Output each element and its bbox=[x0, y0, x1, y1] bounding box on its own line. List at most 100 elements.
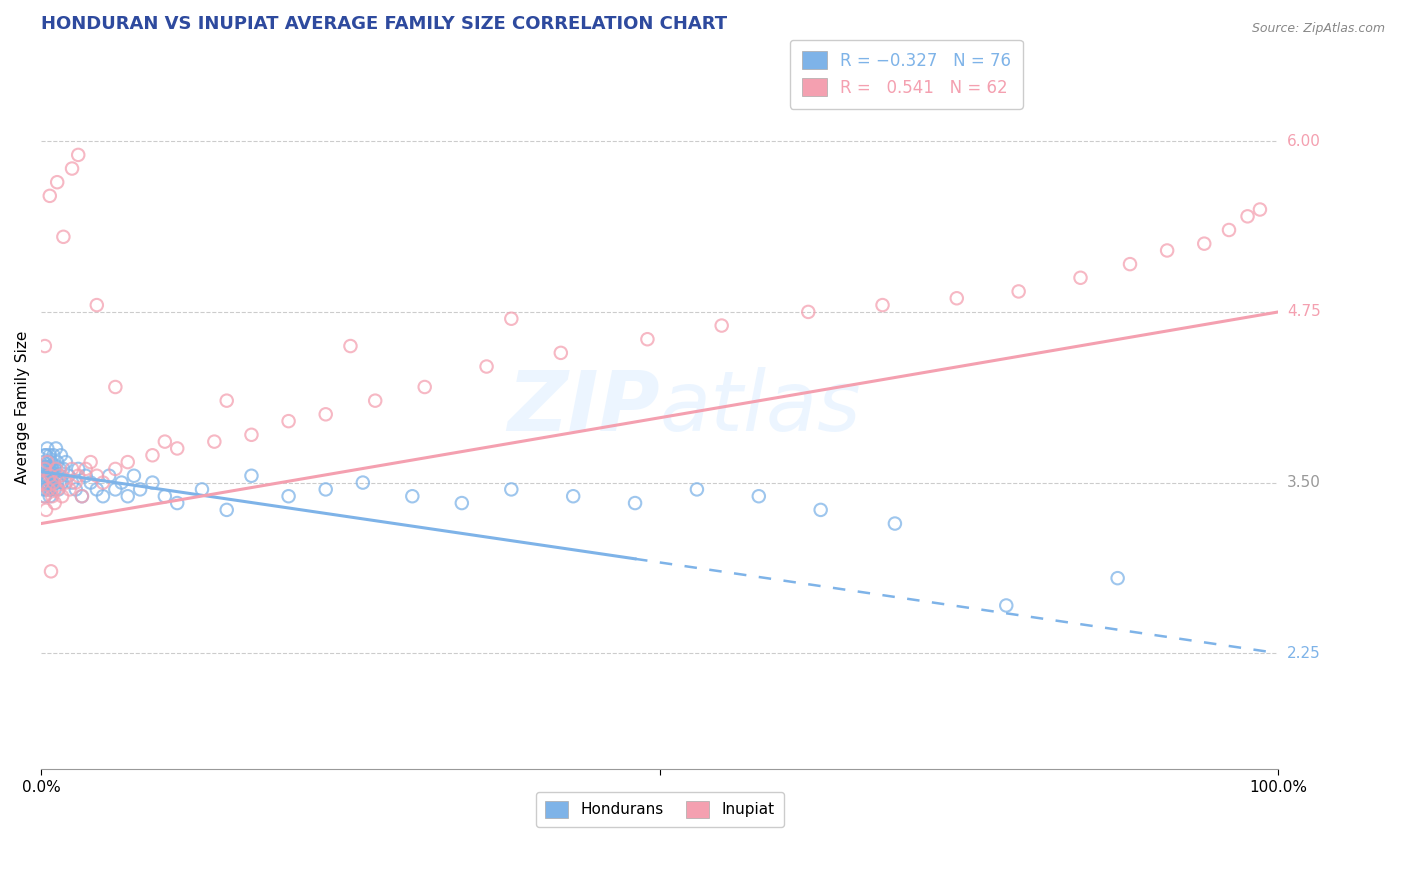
Point bbox=[710, 318, 733, 333]
Point bbox=[52, 462, 75, 476]
Point bbox=[34, 339, 56, 353]
Point bbox=[117, 455, 139, 469]
Point bbox=[45, 462, 67, 476]
Point bbox=[45, 442, 67, 456]
Point bbox=[31, 475, 53, 490]
Point bbox=[37, 462, 59, 476]
Point bbox=[75, 462, 97, 476]
Point bbox=[58, 468, 80, 483]
Point bbox=[44, 483, 66, 497]
Point bbox=[48, 483, 70, 497]
Point bbox=[35, 483, 58, 497]
Point bbox=[32, 468, 55, 483]
Point bbox=[37, 455, 59, 469]
Point bbox=[39, 455, 62, 469]
Point bbox=[413, 380, 436, 394]
Point bbox=[501, 483, 523, 497]
Point bbox=[32, 455, 55, 469]
Point bbox=[70, 489, 93, 503]
Text: Source: ZipAtlas.com: Source: ZipAtlas.com bbox=[1251, 22, 1385, 36]
Point bbox=[141, 448, 163, 462]
Point bbox=[401, 489, 423, 503]
Point bbox=[86, 483, 108, 497]
Point bbox=[67, 468, 90, 483]
Point bbox=[129, 483, 152, 497]
Point bbox=[42, 475, 65, 490]
Point bbox=[562, 489, 585, 503]
Point bbox=[46, 475, 69, 490]
Point bbox=[46, 455, 69, 469]
Point bbox=[39, 475, 62, 490]
Point bbox=[315, 483, 337, 497]
Point bbox=[58, 483, 80, 497]
Point bbox=[945, 291, 967, 305]
Point bbox=[153, 489, 176, 503]
Point bbox=[352, 475, 374, 490]
Point bbox=[686, 483, 709, 497]
Point bbox=[38, 448, 60, 462]
Point bbox=[79, 475, 101, 490]
Point bbox=[624, 496, 647, 510]
Y-axis label: Average Family Size: Average Family Size bbox=[15, 331, 30, 484]
Point bbox=[34, 462, 56, 476]
Point bbox=[153, 434, 176, 449]
Text: atlas: atlas bbox=[659, 367, 862, 448]
Text: 2.25: 2.25 bbox=[1286, 646, 1320, 661]
Point bbox=[110, 475, 132, 490]
Point bbox=[38, 483, 60, 497]
Legend: Hondurans, Inupiat: Hondurans, Inupiat bbox=[536, 792, 783, 827]
Text: HONDURAN VS INUPIAT AVERAGE FAMILY SIZE CORRELATION CHART: HONDURAN VS INUPIAT AVERAGE FAMILY SIZE … bbox=[41, 15, 727, 33]
Point bbox=[883, 516, 905, 531]
Point bbox=[104, 483, 127, 497]
Point bbox=[86, 468, 108, 483]
Point bbox=[34, 489, 56, 503]
Point bbox=[35, 448, 58, 462]
Point bbox=[339, 339, 361, 353]
Point bbox=[42, 475, 65, 490]
Point bbox=[60, 475, 83, 490]
Point bbox=[75, 468, 97, 483]
Point bbox=[41, 489, 63, 503]
Point bbox=[315, 407, 337, 421]
Point bbox=[38, 462, 60, 476]
Point bbox=[51, 475, 73, 490]
Point bbox=[65, 475, 87, 490]
Point bbox=[810, 503, 832, 517]
Point bbox=[34, 448, 56, 462]
Point bbox=[79, 455, 101, 469]
Point bbox=[1236, 210, 1258, 224]
Point bbox=[1194, 236, 1216, 251]
Point bbox=[44, 496, 66, 510]
Point bbox=[48, 468, 70, 483]
Point bbox=[44, 462, 66, 476]
Point bbox=[240, 427, 263, 442]
Point bbox=[55, 455, 77, 469]
Point bbox=[60, 462, 83, 476]
Point bbox=[38, 483, 60, 497]
Point bbox=[67, 462, 90, 476]
Point bbox=[38, 468, 60, 483]
Point bbox=[104, 462, 127, 476]
Point bbox=[38, 468, 60, 483]
Point bbox=[122, 468, 145, 483]
Point bbox=[38, 455, 60, 469]
Point bbox=[35, 468, 58, 483]
Point bbox=[39, 565, 62, 579]
Point bbox=[91, 475, 114, 490]
Point bbox=[48, 468, 70, 483]
Point bbox=[1218, 223, 1240, 237]
Point bbox=[1107, 571, 1129, 585]
Point bbox=[141, 475, 163, 490]
Point bbox=[37, 475, 59, 490]
Point bbox=[1069, 270, 1091, 285]
Point bbox=[364, 393, 387, 408]
Point bbox=[34, 462, 56, 476]
Point bbox=[35, 503, 58, 517]
Point bbox=[98, 468, 121, 483]
Point bbox=[67, 148, 90, 162]
Point bbox=[31, 462, 53, 476]
Point bbox=[1007, 285, 1029, 299]
Point bbox=[1156, 244, 1178, 258]
Point bbox=[60, 161, 83, 176]
Point bbox=[70, 489, 93, 503]
